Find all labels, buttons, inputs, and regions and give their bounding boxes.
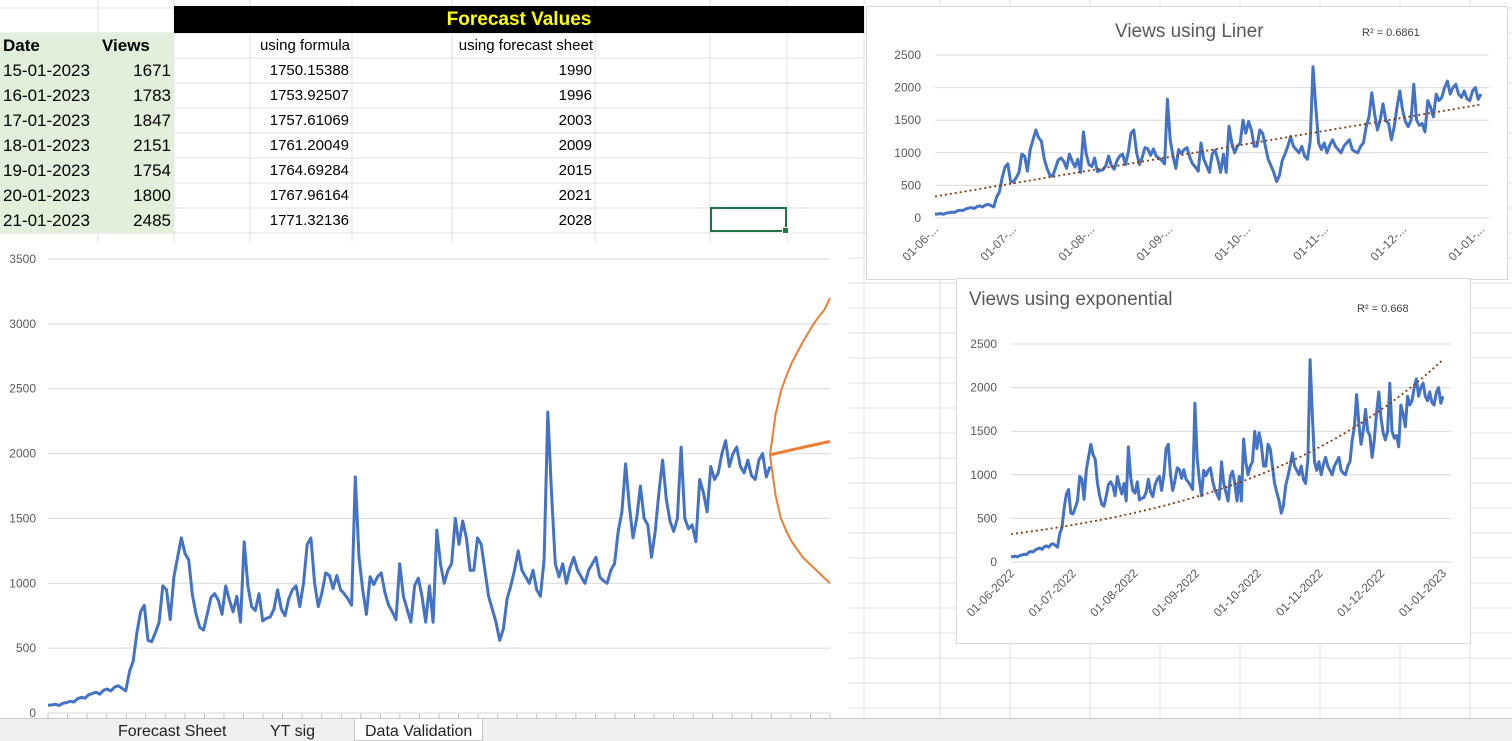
y-tick-label: 2500 — [894, 48, 921, 62]
y-tick-label: 2000 — [970, 381, 997, 395]
y-tick-label: 500 — [16, 641, 36, 655]
y-tick-label: 3500 — [9, 252, 36, 266]
y-tick-label: 1000 — [970, 468, 997, 482]
views-cell[interactable]: 1783 — [98, 83, 174, 108]
tab-yt-sig[interactable]: YT sig — [270, 723, 316, 740]
formula-cell[interactable]: 1757.61069 — [269, 112, 349, 129]
x-tick-label: 01-01-2023 — [1396, 566, 1450, 620]
linear-chart-title: Views using Liner — [1115, 21, 1264, 42]
x-tick-label: 01-08-2022 — [1087, 566, 1141, 620]
y-tick-label: 1500 — [970, 424, 997, 438]
x-tick-label: 01-06-... — [900, 222, 942, 264]
forecast-cell[interactable]: 2003 — [558, 112, 592, 129]
y-tick-label: 0 — [914, 211, 921, 225]
views-cell[interactable]: 1847 — [98, 108, 174, 133]
forecast-sheet-header[interactable]: using forecast sheet — [458, 37, 593, 54]
y-tick-label: 2500 — [9, 382, 36, 396]
forecast-chart[interactable]: 0 500 1000 1500 2000 2500 3000 3500 — [0, 243, 848, 721]
formula-cell[interactable]: 1753.92507 — [269, 87, 349, 104]
forecast-cell[interactable]: 2028 — [558, 212, 592, 229]
x-tick-label: 01-08-... — [1056, 222, 1098, 264]
x-tick-label: 01-09-... — [1134, 222, 1176, 264]
date-cell[interactable]: 18-01-2023 — [0, 133, 98, 158]
tab-data-validation[interactable]: Data Validation — [354, 719, 484, 741]
x-tick-label: 01-12-2022 — [1334, 566, 1388, 620]
x-tick-label: 01-12-... — [1368, 222, 1410, 264]
forecast-title-bar: Forecast Values — [174, 6, 864, 33]
y-tick-label: 0 — [990, 555, 997, 569]
y-tick-label: 2000 — [9, 447, 36, 461]
views-series-line — [47, 410, 772, 707]
views-series-line — [1010, 358, 1445, 559]
upper-bound-line — [769, 297, 831, 456]
exponential-chart-box[interactable]: Views using exponential R² = 0.668 0 500 1… — [956, 278, 1471, 644]
exponential-r2-label: R² = 0.668 — [1357, 303, 1409, 315]
formula-cell[interactable]: 1761.20049 — [269, 137, 349, 154]
formula-header[interactable]: using formula — [259, 37, 350, 54]
forecast-cell[interactable]: 1996 — [558, 87, 592, 104]
formula-cell[interactable]: 1764.69284 — [269, 162, 349, 179]
date-cell[interactable]: 16-01-2023 — [0, 83, 98, 108]
date-cell[interactable]: 20-01-2023 — [0, 183, 98, 208]
views-series-line — [934, 65, 1483, 216]
x-tick-label: 01-01-... — [1446, 222, 1488, 264]
tab-forecast-sheet[interactable]: Forecast Sheet — [118, 723, 227, 740]
formula-cell[interactable]: 1771.32136 — [269, 212, 349, 229]
x-tick-label: 01-06-2022 — [964, 566, 1018, 620]
exponential-chart-plot: 0 500 1000 1500 2000 2500 01-06-2022 01-07-2022… — [964, 337, 1451, 620]
views-cell[interactable]: 1671 — [98, 58, 174, 83]
x-tick-label: 01-10-... — [1212, 222, 1254, 264]
y-tick-label: 500 — [901, 178, 921, 192]
linear-chart-plot: 0 500 1000 1500 2000 2500 01-06-... 01-07-... 01… — [894, 48, 1489, 264]
y-tick-label: 1500 — [9, 511, 36, 525]
linear-chart-box[interactable]: Views using Liner R² = 0.6861 0 500 1000 15… — [866, 6, 1508, 280]
lower-bound-line — [769, 454, 831, 585]
y-tick-label: 3000 — [9, 317, 36, 331]
x-tick-label: 01-07-2022 — [1026, 566, 1080, 620]
trendline — [1010, 359, 1444, 535]
date-cell[interactable]: 17-01-2023 — [0, 108, 98, 133]
trendline — [934, 103, 1482, 198]
x-tick-label: 01-11-2022 — [1273, 566, 1326, 619]
forecast-line — [769, 439, 831, 457]
y-tick-label: 2500 — [970, 337, 997, 351]
forecast-cell[interactable]: 2015 — [558, 162, 592, 179]
date-header[interactable]: Date — [0, 33, 98, 58]
date-cell[interactable]: 21-01-2023 — [0, 208, 98, 233]
y-tick-label: 2000 — [894, 81, 921, 95]
selected-cell[interactable] — [710, 207, 789, 234]
views-cell[interactable]: 1754 — [98, 158, 174, 183]
x-tick-label: 01-11-... — [1290, 222, 1331, 263]
forecast-cell[interactable]: 1990 — [558, 62, 592, 79]
views-header[interactable]: Views — [98, 33, 174, 58]
x-tick-label: 01-09-2022 — [1149, 566, 1203, 620]
y-tick-label: 1500 — [894, 113, 921, 127]
y-tick-label: 0 — [29, 706, 36, 720]
views-cell[interactable]: 1800 — [98, 183, 174, 208]
x-tick-label: 01-10-2022 — [1211, 566, 1265, 620]
linear-r2-label: R² = 0.6861 — [1362, 27, 1420, 39]
date-cell[interactable]: 15-01-2023 — [0, 58, 98, 83]
forecast-cell[interactable]: 2009 — [558, 137, 592, 154]
x-tick-label: 01-07-... — [978, 222, 1020, 264]
views-cell[interactable]: 2485 — [98, 208, 174, 233]
y-tick-label: 500 — [977, 511, 997, 525]
exponential-chart-title: Views using exponential — [969, 289, 1173, 310]
formula-cell[interactable]: 1750.15388 — [269, 62, 349, 79]
date-cell[interactable]: 19-01-2023 — [0, 158, 98, 183]
sheet-tab-bar: Forecast Sheet YT sig Data Validation — [0, 718, 1512, 741]
formula-cell[interactable]: 1767.96164 — [269, 187, 349, 204]
views-cell[interactable]: 2151 — [98, 133, 174, 158]
y-tick-label: 1000 — [9, 576, 36, 590]
forecast-cell[interactable]: 2021 — [558, 187, 592, 204]
y-tick-label: 1000 — [894, 146, 921, 160]
